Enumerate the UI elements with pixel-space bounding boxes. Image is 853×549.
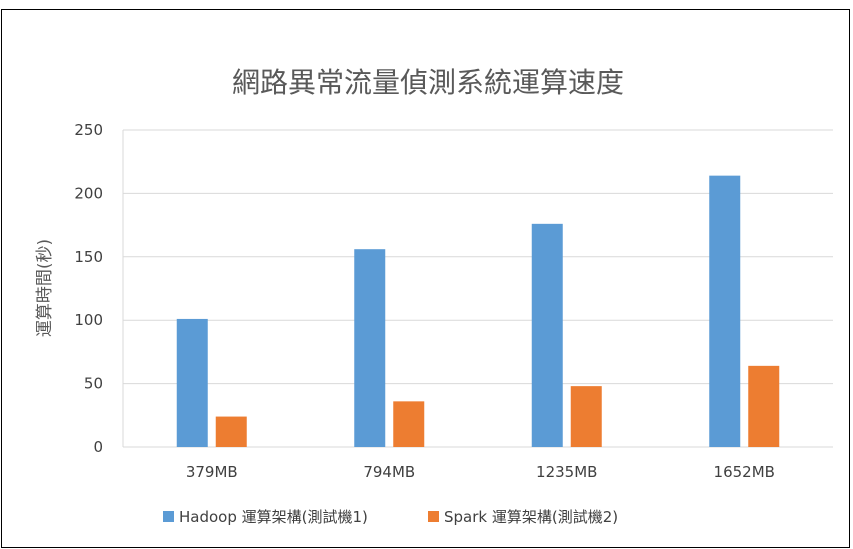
y-axis-label: 運算時間(秒) <box>35 239 55 337</box>
x-axis-categories: 379MB 794MB 1235MB 1652MB <box>186 463 775 481</box>
x-category-label: 1235MB <box>536 463 597 481</box>
bar-spark-1652mb <box>748 365 780 447</box>
x-category-label: 794MB <box>363 463 415 481</box>
chart-frame <box>1 9 850 548</box>
legend-swatch <box>163 511 174 522</box>
bar-hadoop-379mb <box>176 318 208 447</box>
legend-swatch <box>428 511 439 522</box>
bar-spark-1235mb <box>570 386 602 447</box>
x-category-label: 379MB <box>186 463 238 481</box>
y-tick-label: 150 <box>74 248 103 266</box>
bars <box>176 175 780 447</box>
y-tick-label: 200 <box>74 184 103 202</box>
y-tick-label: 50 <box>84 375 103 393</box>
x-category-label: 1652MB <box>714 463 775 481</box>
bar-hadoop-1652mb <box>709 175 741 447</box>
chart-title: 網路異常流量偵測系統運算速度 <box>232 66 624 99</box>
y-tick-label: 250 <box>74 121 103 139</box>
legend-label: Spark 運算架構(測試機2) <box>444 508 618 526</box>
y-tick-label: 0 <box>93 438 103 456</box>
bar-hadoop-794mb <box>354 249 386 447</box>
bar-hadoop-1235mb <box>531 223 563 447</box>
y-tick-label: 100 <box>74 311 103 329</box>
legend-label: Hadoop 運算架構(測試機1) <box>179 508 368 526</box>
bar-spark-379mb <box>215 416 247 447</box>
y-axis-ticks: 0 50 100 150 200 250 <box>74 121 103 456</box>
bar-spark-794mb <box>393 401 425 447</box>
legend: Hadoop 運算架構(測試機1) Spark 運算架構(測試機2) <box>163 508 618 526</box>
